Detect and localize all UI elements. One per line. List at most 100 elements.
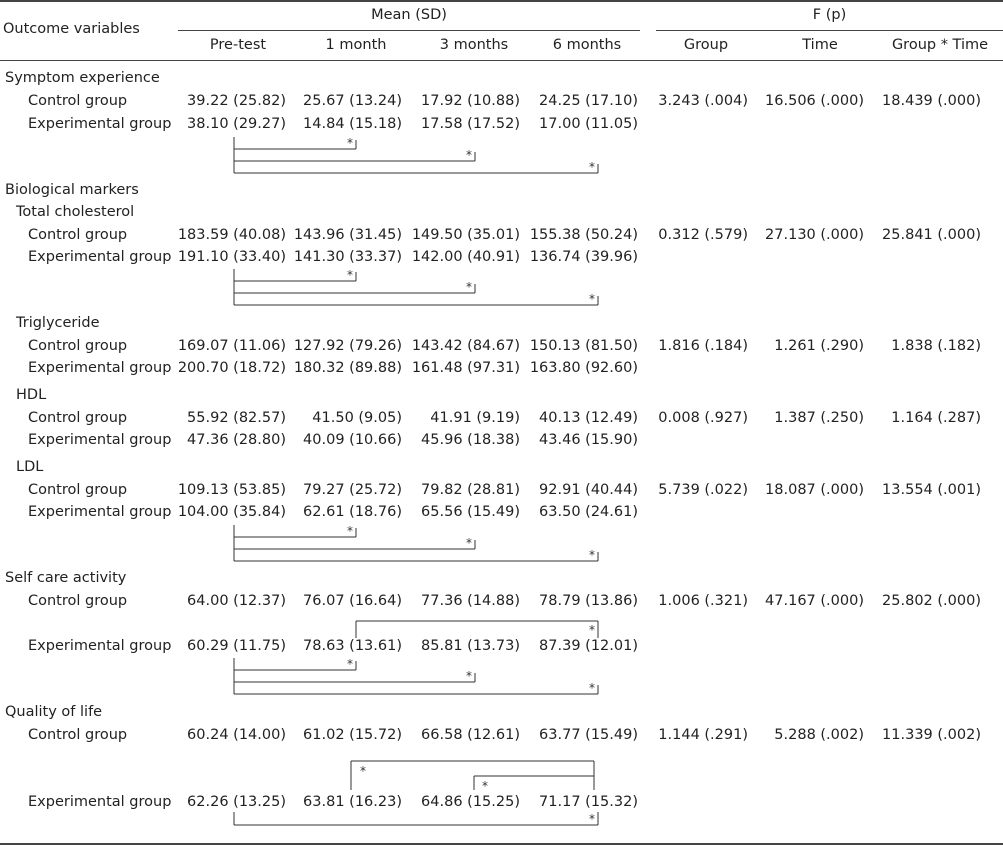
trig-control-mean-3: 150.13 (81.50)	[529, 338, 638, 354]
hdl-exp-label: Experimental group	[28, 432, 172, 448]
selfcare-f-2: 25.802 (.000)	[882, 593, 981, 609]
ldl-exp-label: Experimental group	[28, 504, 172, 520]
ldl-control-mean-2: 79.82 (28.81)	[421, 482, 520, 498]
chol-exp-mean-0: 191.10 (33.40)	[177, 249, 286, 265]
selfcare-bracket-star-2: *	[589, 681, 595, 695]
f-p-header: F (p)	[812, 7, 847, 23]
header-bottom-rule	[0, 60, 1003, 61]
selfcare-section-title: Self care activity	[5, 570, 127, 586]
ldl-bracket-star-0: *	[347, 524, 353, 538]
qol-control-mean-3: 63.77 (15.49)	[539, 727, 638, 743]
qol-exp-mean-3: 71.17 (15.32)	[539, 794, 638, 810]
selfcare-exp-mean-1: 78.63 (13.61)	[303, 638, 402, 654]
chol-control-mean-1: 143.96 (31.45)	[293, 227, 402, 243]
ldl-f-1: 18.087 (.000)	[765, 482, 864, 498]
ldl-exp-mean-1: 62.61 (18.76)	[303, 504, 402, 520]
trig-f-0: 1.816 (.184)	[658, 338, 748, 354]
symptom-f-0: 3.243 (.004)	[658, 93, 748, 109]
selfcare-f-1: 47.167 (.000)	[765, 593, 864, 609]
chol-control-label: Control group	[28, 227, 128, 243]
chol-exp-label: Experimental group	[28, 249, 172, 265]
qol-exp-label: Experimental group	[28, 794, 172, 810]
qol-inner-bracket-star: *	[482, 779, 488, 793]
col-6months-header: 6 months	[552, 37, 622, 53]
ldl-f-0: 5.739 (.022)	[658, 482, 748, 498]
ldl-control-label: Control group	[28, 482, 128, 498]
ldl-control-mean-1: 79.27 (25.72)	[303, 482, 402, 498]
qol-f-0: 1.144 (.291)	[658, 727, 748, 743]
symptom-f-1: 16.506 (.000)	[765, 93, 864, 109]
qol-lower-bracket-star: *	[589, 812, 595, 826]
ldl-control-mean-0: 109.13 (53.85)	[177, 482, 286, 498]
selfcare-control-mean-3: 78.79 (13.86)	[539, 593, 638, 609]
hdl-exp-mean-3: 43.46 (15.90)	[539, 432, 638, 448]
selfcare-bracket-star-0: *	[347, 657, 353, 671]
hdl-f-1: 1.387 (.250)	[774, 410, 864, 426]
hdl-control-mean-3: 40.13 (12.49)	[539, 410, 638, 426]
hdl-exp-mean-2: 45.96 (18.38)	[421, 432, 520, 448]
symptom-bracket-star-0: *	[347, 136, 353, 150]
trig-control-mean-1: 127.92 (79.26)	[293, 338, 402, 354]
ldl-section-title: LDL	[16, 459, 44, 475]
chol-bracket-star-2: *	[589, 292, 595, 306]
symptom-control-mean-3: 24.25 (17.10)	[539, 93, 638, 109]
trig-control-mean-0: 169.07 (11.06)	[177, 338, 286, 354]
table-top-rule	[0, 0, 1003, 2]
trig-control-mean-2: 143.42 (84.67)	[411, 338, 520, 354]
table-bottom-rule	[0, 843, 1003, 845]
trig-exp-label: Experimental group	[28, 360, 172, 376]
selfcare-exp-mean-2: 85.81 (13.73)	[421, 638, 520, 654]
trig-exp-mean-3: 163.80 (92.60)	[529, 360, 638, 376]
trig-section-title: Triglyceride	[16, 315, 100, 331]
hdl-exp-mean-0: 47.36 (28.80)	[187, 432, 286, 448]
col-group-time-header: Group * Time	[891, 37, 989, 53]
symptom-exp-mean-3: 17.00 (11.05)	[539, 116, 638, 132]
qol-exp-mean-1: 63.81 (16.23)	[303, 794, 402, 810]
hdl-section-title: HDL	[16, 387, 47, 403]
qol-control-mean-0: 60.24 (14.00)	[187, 727, 286, 743]
selfcare-control-label: Control group	[28, 593, 128, 609]
ldl-bracket-star-2: *	[589, 548, 595, 562]
chol-section-title: Total cholesterol	[16, 204, 135, 220]
symptom-control-mean-2: 17.92 (10.88)	[421, 93, 520, 109]
outcome-variables-header: Outcome variables	[3, 21, 140, 37]
bio-section-title: Biological markers	[5, 182, 139, 198]
selfcare-control-mean-0: 64.00 (12.37)	[187, 593, 286, 609]
chol-bracket-star-0: *	[347, 268, 353, 282]
chol-exp-mean-2: 142.00 (40.91)	[411, 249, 520, 265]
selfcare-f-0: 1.006 (.321)	[658, 593, 748, 609]
trig-exp-mean-1: 180.32 (89.88)	[293, 360, 402, 376]
chol-f-1: 27.130 (.000)	[765, 227, 864, 243]
col-pretest-header: Pre-test	[209, 37, 267, 53]
hdl-control-mean-2: 41.91 (9.19)	[430, 410, 520, 426]
f-group-rule	[656, 30, 1003, 31]
symptom-control-label: Control group	[28, 93, 128, 109]
selfcare-exp-mean-3: 87.39 (12.01)	[539, 638, 638, 654]
trig-f-1: 1.261 (.290)	[774, 338, 864, 354]
trig-exp-mean-0: 200.70 (18.72)	[177, 360, 286, 376]
hdl-f-0: 0.008 (.927)	[658, 410, 748, 426]
ldl-control-mean-3: 92.91 (40.44)	[539, 482, 638, 498]
symptom-exp-mean-2: 17.58 (17.52)	[421, 116, 520, 132]
trig-control-label: Control group	[28, 338, 128, 354]
ldl-f-2: 13.554 (.001)	[882, 482, 981, 498]
symptom-bracket-star-1: *	[466, 148, 472, 162]
symptom-control-mean-0: 39.22 (25.82)	[187, 93, 286, 109]
trig-f-2: 1.838 (.182)	[891, 338, 981, 354]
chol-control-mean-0: 183.59 (40.08)	[177, 227, 286, 243]
symptom-exp-mean-1: 14.84 (15.18)	[303, 116, 402, 132]
qol-exp-mean-0: 62.26 (13.25)	[187, 794, 286, 810]
mean-group-rule	[178, 30, 640, 31]
qol-control-mean-2: 66.58 (12.61)	[421, 727, 520, 743]
qol-exp-mean-2: 64.86 (15.25)	[421, 794, 520, 810]
hdl-f-2: 1.164 (.287)	[891, 410, 981, 426]
symptom-exp-mean-0: 38.10 (29.27)	[187, 116, 286, 132]
qol-control-mean-1: 61.02 (15.72)	[303, 727, 402, 743]
ldl-bracket-star-1: *	[466, 536, 472, 550]
chol-exp-mean-1: 141.30 (33.37)	[293, 249, 402, 265]
trig-exp-mean-2: 161.48 (97.31)	[411, 360, 520, 376]
qol-section-title: Quality of life	[5, 704, 103, 720]
ldl-exp-mean-3: 63.50 (24.61)	[539, 504, 638, 520]
col-3months-header: 3 months	[439, 37, 509, 53]
